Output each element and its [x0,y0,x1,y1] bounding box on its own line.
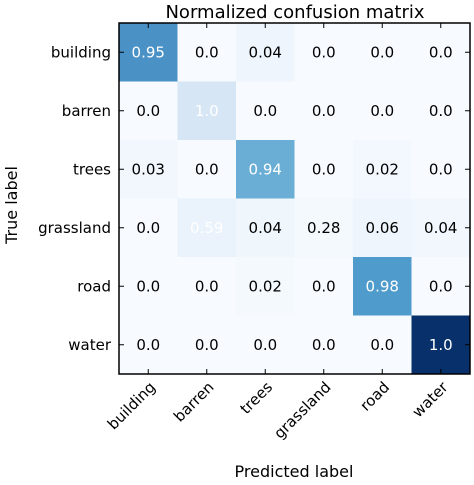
matrix-cell-water-trees [236,315,295,375]
cell-value-label: 0.0 [253,102,277,120]
cell-value-label: 0.0 [370,43,394,61]
x-tick-label-road: road [356,378,393,415]
cell-value-label: 0.03 [132,160,165,178]
matrix-cell-barren-water [411,81,471,141]
matrix-cell-barren-road [353,81,412,141]
cell-value-label: 0.0 [136,336,160,354]
cell-value-label: 0.04 [249,219,282,237]
x-tick-label-building: building [104,378,159,433]
cell-value-label: 0.98 [366,277,399,295]
y-tick-label-grassland: grassland [38,219,111,237]
cell-value-label: 0.0 [195,43,219,61]
matrix-cell-road-barren [177,257,237,316]
y-axis-label: True label [2,166,21,245]
matrix-cell-grassland-grassland [294,198,354,258]
plot-frame [118,22,471,375]
matrix-cell-trees-road [353,140,412,199]
x-tick-label-barren: barren [170,378,218,426]
matrix-cell-water-barren [177,315,237,375]
matrix-cell-grassland-trees [236,198,295,258]
y-tick-label-trees: trees [73,160,111,178]
cell-value-label: 0.0 [195,277,219,295]
matrix-cell-trees-trees [236,140,295,199]
matrix-cell-trees-grassland [294,140,354,199]
matrix-cell-water-building [119,315,178,375]
matrix-cell-barren-barren [177,81,237,141]
cell-value-label: 1.0 [195,102,219,120]
cell-value-label: 1.0 [429,336,453,354]
matrix-cell-building-road [353,23,412,82]
cell-value-label: 0.0 [429,43,453,61]
y-tick-label-water: water [68,336,112,354]
matrix-cell-building-barren [177,23,237,82]
y-axis: building barren trees grassland road water [38,43,470,354]
matrix-cell-road-building [119,257,178,316]
matrix-cell-trees-water [411,140,471,199]
matrix-cell-road-grassland [294,257,354,316]
matrix-cell-water-grassland [294,315,354,375]
matrix-cell-water-road [353,315,412,375]
cell-value-label: 0.0 [312,277,336,295]
matrix-cell-building-trees [236,23,295,82]
cell-value-label: 0.0 [312,43,336,61]
x-axis-label: Predicted label [235,462,354,481]
matrix-cell-grassland-water [411,198,471,258]
cell-value-label: 0.04 [249,43,282,61]
cell-value-label: 0.0 [195,336,219,354]
cell-value-label: 0.04 [424,219,457,237]
matrix-cell-labels: 0.95 0.0 0.04 0.0 0.0 0.0 0.0 1.0 0.0 0.0 0.0 0.0 0.… [132,43,458,354]
matrix-cell-barren-building [119,81,178,141]
cell-value-label: 0.06 [366,219,399,237]
cell-value-label: 0.59 [190,219,223,237]
y-tick-label-building: building [51,43,111,61]
x-tick-label-grassland: grassland [270,378,334,442]
matrix-cell-building-building [119,23,178,82]
cell-value-label: 0.0 [312,160,336,178]
matrix-cell-road-water [411,257,471,316]
cell-value-label: 0.0 [429,102,453,120]
matrix-cell-road-trees [236,257,295,316]
matrix-cell-building-grassland [294,23,354,82]
cell-value-label: 0.0 [429,160,453,178]
cell-value-label: 0.94 [249,160,282,178]
cell-value-label: 0.0 [312,336,336,354]
cell-value-label: 0.0 [253,336,277,354]
cell-value-label: 0.0 [370,102,394,120]
cell-value-label: 0.0 [429,277,453,295]
x-tick-label-trees: trees [236,378,276,418]
matrix-cell-building-water [411,23,471,82]
cell-value-label: 0.0 [312,102,336,120]
matrix-cell-road-road [353,257,412,316]
matrix-cell-barren-trees [236,81,295,141]
y-tick-label-road: road [77,277,111,295]
cell-value-label: 0.0 [136,277,160,295]
matrix-cell-grassland-building [119,198,178,258]
cell-value-label: 0.02 [366,160,399,178]
chart-title: Normalized confusion matrix [165,2,424,23]
cell-value-label: 0.28 [307,219,340,237]
matrix-cell-grassland-road [353,198,412,258]
cell-value-label: 0.0 [370,336,394,354]
cell-value-label: 0.0 [136,219,160,237]
cell-value-label: 0.0 [136,102,160,120]
cell-value-label: 0.02 [249,277,282,295]
matrix-cell-water-water [411,315,471,375]
matrix-cell-trees-building [119,140,178,199]
matrix-cell-grassland-barren [177,198,237,258]
cell-value-label: 0.95 [132,43,165,61]
x-tick-label-water: water [409,378,453,422]
matrix-cell-barren-grassland [294,81,354,141]
cell-value-label: 0.0 [195,160,219,178]
y-tick-label-barren: barren [62,102,111,120]
matrix-cells [119,23,471,375]
matrix-cell-trees-barren [177,140,237,199]
